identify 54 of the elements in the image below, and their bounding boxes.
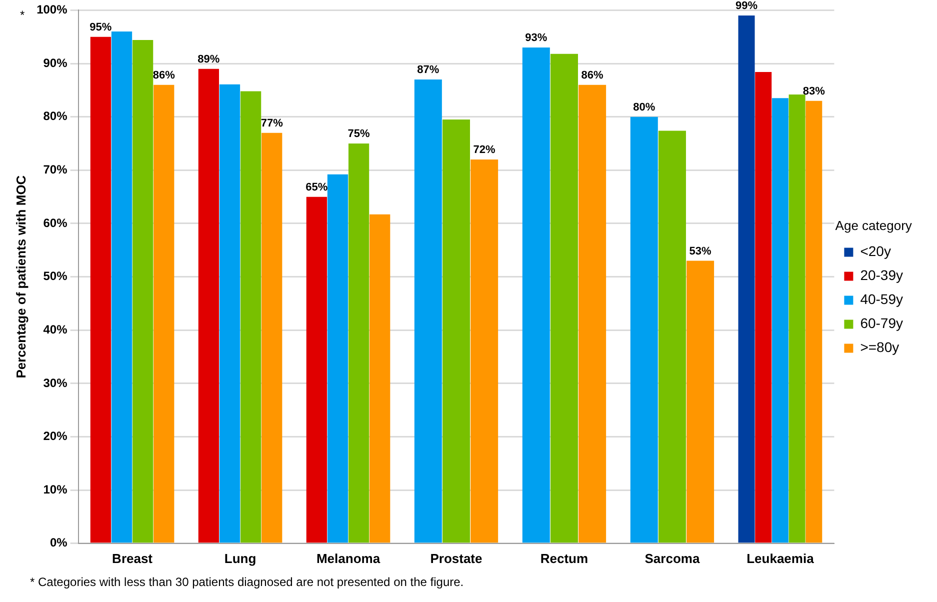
x-tick-label: Breast: [112, 550, 154, 566]
x-tick-label: Melanoma: [316, 550, 381, 566]
data-label: 89%: [198, 53, 220, 66]
y-tick-label: 40%: [43, 322, 68, 336]
x-tick-label: Sarcoma: [644, 550, 700, 566]
data-label: 80%: [633, 101, 656, 114]
bar: [198, 68, 220, 543]
data-label: 72%: [473, 144, 496, 156]
bar: [219, 84, 240, 543]
x-tick-label: Rectum: [540, 550, 588, 566]
y-tick-label: 10%: [43, 482, 68, 496]
bar: [738, 16, 755, 543]
y-tick-label: 70%: [43, 162, 68, 176]
data-label: 87%: [417, 64, 440, 76]
y-axis-title: Percentage of patients with MOC: [13, 174, 28, 378]
data-label: 83%: [802, 85, 826, 98]
data-label: 53%: [689, 245, 712, 258]
y-tick-label: 20%: [43, 429, 68, 444]
data-label: 75%: [348, 128, 370, 140]
data-label: 86%: [581, 69, 604, 82]
data-label: 86%: [152, 69, 176, 82]
legend-label: <20y: [860, 243, 891, 260]
bar: [370, 214, 390, 543]
data-label: 93%: [525, 32, 548, 44]
y-tick-label: 80%: [43, 109, 68, 124]
bar: [348, 144, 370, 543]
y-tick-label: 60%: [43, 216, 68, 230]
bar: [90, 36, 112, 543]
bar: [240, 91, 262, 543]
legend-label: 60-79y: [860, 315, 904, 332]
legend-label: 20-39y: [860, 267, 904, 284]
bar: [262, 132, 282, 543]
y-tick-label: 30%: [43, 376, 68, 390]
data-label: 95%: [90, 21, 112, 34]
y-tick-label: 90%: [43, 56, 68, 70]
text: * Categories with less than 30 patients diagnosed are not presented on the figure.: [30, 575, 464, 589]
x-tick-label: Leukaemia: [746, 550, 815, 566]
y-tick-label: 100%: [36, 2, 68, 17]
x-tick-label: Lung: [224, 550, 256, 566]
data-label: 65%: [306, 181, 328, 194]
y-tick-label: 0%: [50, 536, 68, 550]
legend-label: 40-59y: [860, 291, 904, 308]
bar: [132, 40, 154, 543]
y-tick-label: 50%: [43, 269, 68, 284]
x-tick-label: Prostate: [430, 550, 482, 566]
bar: [111, 32, 132, 543]
bar: [154, 84, 174, 543]
legend-title: Age category: [835, 218, 912, 233]
data-label: 77%: [260, 117, 284, 130]
legend-label: >=80y: [860, 339, 900, 356]
bar: [327, 174, 348, 543]
bar: [306, 196, 327, 543]
text: *: [20, 8, 25, 22]
data-label: 99%: [735, 0, 758, 12]
